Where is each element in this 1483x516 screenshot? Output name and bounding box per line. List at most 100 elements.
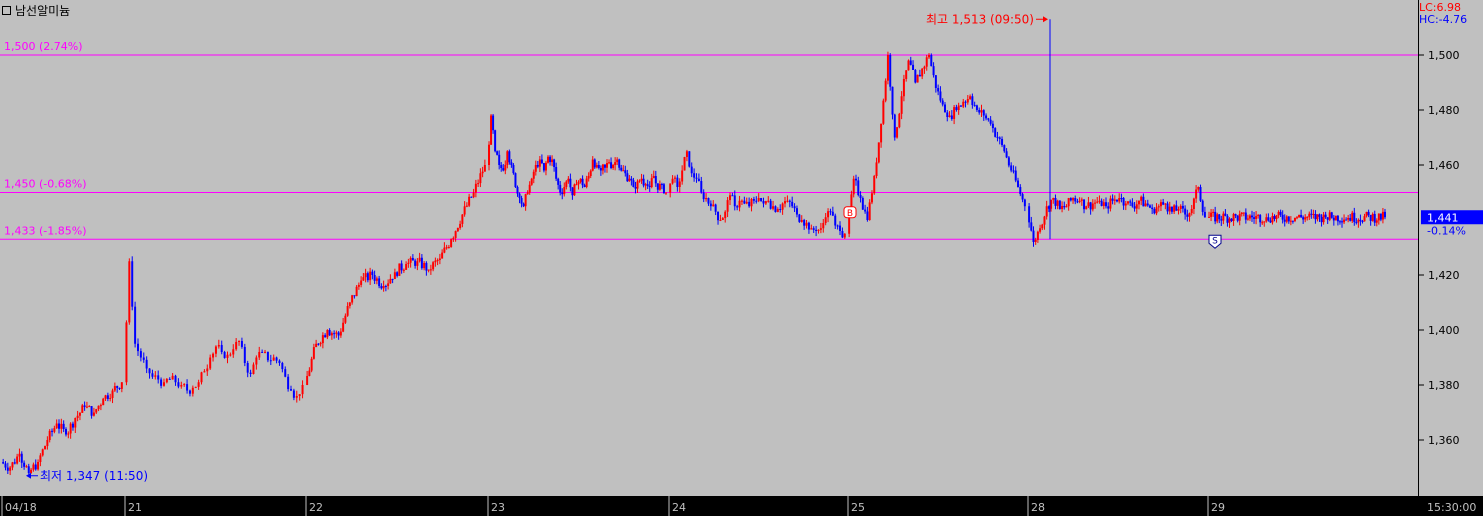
- candle-body: [510, 162, 513, 165]
- candle-body: [905, 70, 908, 79]
- candle-body: [1140, 196, 1143, 201]
- candle-body: [165, 378, 168, 383]
- candle-body: [1228, 218, 1231, 223]
- candle-body: [194, 386, 197, 388]
- candle-body: [969, 96, 972, 100]
- candle-body: [937, 88, 940, 92]
- candle-body: [1098, 200, 1101, 202]
- candle-body: [396, 272, 399, 276]
- candle-body: [579, 178, 582, 182]
- candle-body: [391, 278, 394, 280]
- collapse-box-icon[interactable]: [2, 6, 11, 15]
- candle-body: [278, 360, 281, 363]
- candle-body: [1281, 214, 1284, 220]
- candle-body: [882, 100, 885, 124]
- price-axis: 1,500 1,480 1,460 1,420 1,400 1,380 1,360 1,441…: [1419, 0, 1483, 496]
- candle-body: [1056, 200, 1059, 206]
- candle-body: [398, 263, 401, 276]
- candle-body: [434, 260, 437, 263]
- candle-body: [1355, 222, 1358, 224]
- candle-body: [772, 206, 775, 209]
- candle-body: [925, 57, 928, 67]
- candle-body: [1300, 214, 1303, 218]
- candle-body: [996, 136, 999, 138]
- candle-body: [1137, 200, 1140, 205]
- candle-body: [781, 203, 784, 210]
- candle-body: [1218, 214, 1221, 220]
- candle-body: [393, 272, 396, 280]
- candle-body: [13, 462, 16, 464]
- candle-body: [1065, 206, 1068, 208]
- candle-body: [1131, 202, 1134, 207]
- candle-body: [125, 322, 128, 383]
- candle-body: [1192, 198, 1195, 209]
- candle-body: [695, 177, 698, 179]
- candle-body: [269, 360, 272, 362]
- candle-body: [512, 165, 515, 174]
- candle-body: [308, 370, 311, 376]
- candle-body: [488, 144, 491, 165]
- candle-body: [1338, 221, 1341, 223]
- candle-body: [1151, 207, 1154, 209]
- candle-body: [1153, 209, 1156, 214]
- candle-body: [463, 206, 466, 215]
- candle-body: [1253, 217, 1256, 219]
- candle-body: [1271, 216, 1274, 223]
- candle-body: [1135, 204, 1138, 209]
- candle-body: [99, 405, 102, 407]
- candle-body: [1190, 209, 1193, 214]
- candle-body: [1109, 198, 1112, 209]
- candle-body: [646, 184, 649, 186]
- candle-body: [120, 382, 123, 389]
- candle-body: [1014, 170, 1017, 181]
- candle-body: [456, 227, 459, 232]
- candle-body: [1021, 194, 1024, 200]
- candle-body: [642, 178, 645, 186]
- candle-body: [319, 343, 322, 345]
- candle-body: [502, 168, 505, 171]
- candle-body: [492, 115, 495, 131]
- reference-line-label: 1,450 (-0.68%): [4, 178, 86, 191]
- candle-body: [131, 261, 134, 307]
- candle-body: [955, 107, 958, 110]
- candle-body: [1212, 211, 1215, 213]
- candle-body: [534, 165, 537, 172]
- candle-body: [342, 322, 345, 332]
- candle-body: [337, 332, 340, 336]
- candle-body: [864, 209, 867, 212]
- candle-body: [873, 176, 876, 194]
- candle-body: [1334, 215, 1337, 221]
- candle-body: [817, 229, 820, 231]
- candle-body: [620, 167, 623, 171]
- candle-body: [95, 409, 98, 413]
- candle-body: [724, 211, 727, 219]
- candle-body: [48, 430, 51, 440]
- candle-body: [520, 198, 523, 204]
- candle-body: [378, 278, 381, 287]
- candle-body: [1257, 215, 1260, 217]
- candle-body: [854, 178, 857, 181]
- candle-body: [177, 382, 180, 387]
- candle-body: [719, 220, 722, 221]
- candle-body: [676, 177, 679, 187]
- candle-body: [634, 187, 637, 189]
- candle-body: [348, 302, 351, 307]
- candle-body: [1236, 215, 1239, 221]
- candle-body: [640, 178, 643, 181]
- candle-body: [934, 75, 937, 88]
- candle-body: [632, 180, 635, 187]
- candle-body: [264, 351, 267, 353]
- candle-body: [815, 229, 818, 231]
- candle-body: [200, 372, 203, 383]
- plot-area[interactable]: 1,500 (2.74%) 1,450 (-0.68%) 1,433 (-1.85%…: [0, 0, 1419, 496]
- candle-body: [148, 368, 151, 374]
- candle-body: [1175, 205, 1178, 211]
- candle-body: [90, 406, 93, 416]
- candle-body: [946, 112, 949, 118]
- candle-body: [959, 105, 962, 107]
- candle-body: [1007, 157, 1010, 166]
- candle-body: [700, 181, 703, 193]
- candle-body: [1111, 198, 1114, 201]
- candle-body: [1085, 206, 1088, 210]
- price-chart[interactable]: 1,500 (2.74%) 1,450 (-0.68%) 1,433 (-1.85%…: [0, 0, 1418, 496]
